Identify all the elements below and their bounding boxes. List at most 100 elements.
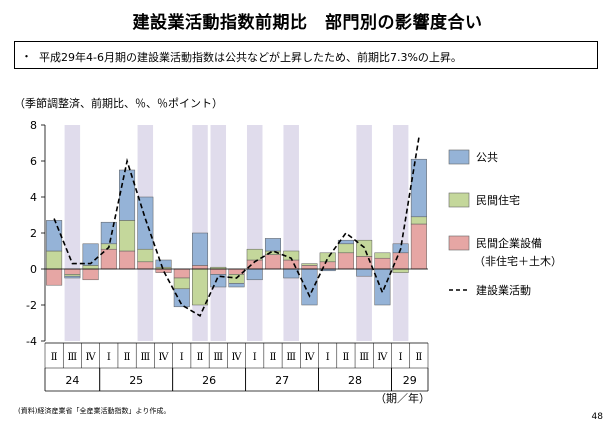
bar-public (137, 196, 154, 250)
quarter-label: Ⅲ (359, 352, 369, 363)
shade-band (210, 125, 227, 341)
bar-public (173, 288, 190, 308)
y-tick-label: -4 (26, 335, 37, 348)
quarter-label: Ⅰ (180, 352, 184, 363)
quarter-label: Ⅳ (304, 352, 315, 363)
bar-private (283, 259, 300, 270)
y-tick-label: -2 (26, 299, 37, 312)
legend-swatch-housing (448, 192, 470, 208)
quarter-label: Ⅳ (232, 352, 243, 363)
bar-private (192, 265, 209, 270)
bar-public (46, 220, 63, 252)
shade-band (246, 125, 263, 341)
bar-housing (392, 268, 409, 273)
bar-public (100, 221, 117, 245)
bar-public (210, 274, 227, 288)
bar-private (46, 268, 63, 286)
year-label: 25 (129, 374, 143, 387)
bar-public (228, 283, 245, 288)
bar-private (228, 268, 245, 275)
quarter-label: Ⅲ (286, 352, 296, 363)
quarter-label: Ⅱ (51, 352, 58, 363)
bar-public (155, 259, 172, 268)
bar-public (264, 238, 281, 252)
bar-private (392, 252, 409, 270)
quarter-label: Ⅳ (159, 352, 170, 363)
construction-activity-line (53, 137, 420, 317)
bar-housing (228, 274, 245, 284)
year-label: 29 (403, 374, 417, 387)
bar-private (210, 268, 227, 275)
legend-label-public: 公共 (476, 151, 498, 164)
quarter-label: Ⅰ (326, 352, 330, 363)
year-label: 24 (65, 374, 79, 387)
bar-private (410, 223, 427, 270)
bar-public (337, 239, 354, 245)
bar-housing (82, 265, 99, 270)
shade-band (283, 125, 299, 341)
legend-label-housing: 民間住宅 (476, 193, 520, 207)
shade-band (356, 125, 372, 341)
quarter-label: Ⅰ (399, 352, 403, 363)
bar-housing (410, 216, 427, 225)
bar-housing (356, 239, 373, 257)
bar-private (173, 268, 190, 279)
quarter-label: Ⅱ (415, 352, 422, 363)
legend-swatch-public (448, 149, 470, 165)
shaded-periods (64, 125, 409, 341)
summary-box: ・ 平成29年4-6月期の建設業活動指数は公共などが上昇したため、前期比7.3%… (14, 41, 598, 69)
y-tick-label: 0 (30, 263, 37, 276)
legend-swatch-private (448, 235, 470, 251)
legend-label-private: 民間企業設備 (476, 236, 542, 250)
bar-public (374, 268, 391, 306)
bar-private (264, 254, 281, 270)
quarter-label: Ⅱ (270, 352, 277, 363)
page-title: 建設業活動指数前期比 部門別の影響度合い (132, 13, 483, 33)
quarter-label: Ⅱ (124, 352, 131, 363)
source-note: (資料)経済産業省「全産業活動指数」より作成。 (18, 407, 171, 415)
bar-public (246, 268, 263, 281)
shade-band (64, 125, 81, 341)
bar-housing (337, 243, 354, 254)
bar-private (137, 261, 154, 270)
y-tick-label: 4 (30, 191, 37, 204)
bar-housing (173, 277, 190, 290)
bar-private (374, 257, 391, 270)
quarter-label: Ⅰ (253, 352, 257, 363)
bar-private (119, 250, 136, 270)
quarter-label: Ⅰ (107, 352, 111, 363)
unit-label: （季節調整済、前期比、％、％ポイント） (14, 97, 223, 110)
bar-private (64, 268, 81, 275)
bar-housing (192, 268, 209, 306)
quarter-label: Ⅳ (86, 352, 97, 363)
bar-public (410, 158, 427, 218)
bar-public (82, 243, 99, 266)
quarter-label: Ⅱ (197, 352, 204, 363)
quarter-label: Ⅲ (213, 352, 223, 363)
bars (46, 158, 427, 308)
y-tick-label: 8 (30, 119, 37, 132)
quarter-label: Ⅳ (377, 352, 388, 363)
legend-label-private-sub: （非住宅＋土木） (474, 254, 562, 268)
bar-housing (119, 220, 136, 252)
bar-public (192, 232, 209, 266)
bar-private (301, 265, 318, 270)
bar-private (82, 268, 99, 281)
quarter-label: Ⅲ (68, 352, 78, 363)
bar-private (337, 252, 354, 270)
legend: 公共 民間住宅 民間企業設備 （非住宅＋土木） 建設業活動 (448, 149, 562, 297)
axes: -4 -2 0 2 4 6 8 (26, 119, 428, 348)
page-number: 48 (591, 412, 603, 422)
year-label: 28 (348, 374, 362, 387)
bar-housing (64, 274, 81, 277)
year-label: 27 (275, 374, 289, 387)
bar-housing (301, 263, 318, 266)
bar-public (283, 268, 300, 279)
bar-housing (46, 250, 63, 270)
bar-housing (137, 248, 154, 263)
quarter-label: Ⅱ (343, 352, 350, 363)
bar-housing (374, 252, 391, 259)
summary-text: 平成29年4-6月期の建設業活動指数は公共などが上昇したため、前期比7.3%の上… (39, 51, 462, 64)
shade-band (392, 125, 409, 341)
